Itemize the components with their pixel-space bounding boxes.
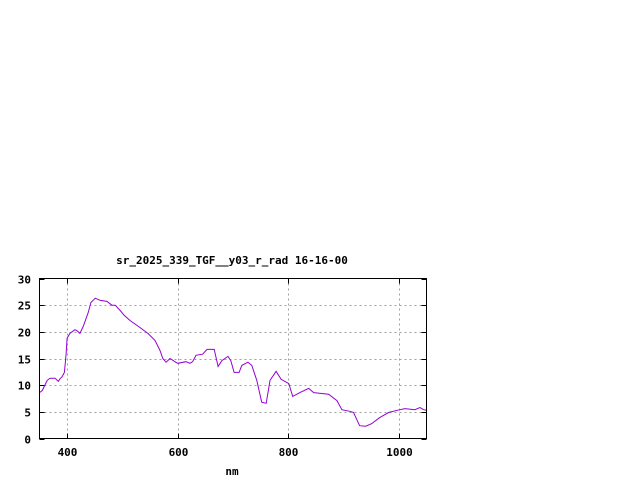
x-tick-label: 600 [169, 446, 189, 459]
chart-title: sr_2025_339_TGF__y03_r_rad 16-16-00 [116, 254, 348, 267]
y-tick-label: 25 [18, 300, 31, 313]
x-tick-label: 800 [279, 446, 299, 459]
y-tick-label: 15 [18, 354, 31, 367]
x-tick-label: 400 [58, 446, 78, 459]
x-tick-label: 1000 [386, 446, 413, 459]
y-tick-label: 0 [24, 434, 31, 447]
y-tick-label: 5 [24, 407, 31, 420]
axis-ticks: 400 600 800 1000 0 5 10 15 20 25 30 [18, 274, 427, 459]
y-tick-label: 10 [18, 380, 31, 393]
grid [39, 278, 427, 439]
y-tick-label: 30 [18, 274, 31, 287]
plot-frame [39, 278, 427, 439]
y-tick-label: 20 [18, 327, 31, 340]
x-axis-label: nm [225, 465, 239, 478]
series-line [39, 297, 427, 427]
